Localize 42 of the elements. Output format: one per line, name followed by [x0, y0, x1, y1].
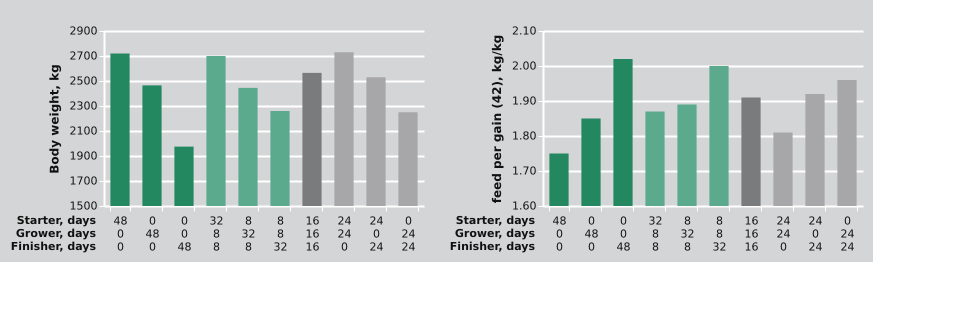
y-tick-label: 1500: [70, 200, 98, 212]
x-tick-label: 48 0 0: [552, 214, 566, 254]
x-tick-label: 24 24 0: [338, 214, 352, 254]
x-tick-label: 0 24 24: [840, 214, 854, 254]
x-tick-label: 8 32 8: [680, 214, 694, 254]
text: Grower, days: [16, 227, 96, 240]
x-tick-label: 24 0 24: [808, 214, 822, 254]
x-tick-label: 24 24 0: [776, 214, 790, 254]
text: Starter, days: [16, 214, 96, 227]
y-tick-label: 1.80: [512, 130, 536, 142]
y-tick-label: 1900: [70, 150, 98, 162]
x-tick-label: 48 0 0: [114, 214, 128, 254]
text: Finisher, days: [10, 240, 96, 253]
y-axis-title: feed per gain (42), kg/kg: [490, 34, 504, 204]
y-tick-label: 2500: [70, 74, 98, 88]
x-tick-label: 8 8 32: [712, 214, 726, 254]
text: Grower, days: [454, 227, 536, 240]
x-tick-label: 8 8 32: [274, 214, 288, 254]
x-tick-label: 16 16 16: [306, 214, 320, 254]
y-tick-label: 2100: [70, 124, 98, 138]
x-tick-label: 8 32 8: [242, 214, 256, 254]
y-tick-label: 1700: [70, 174, 98, 188]
x-tick-label: 0 0 48: [178, 214, 192, 254]
x-tick-label: 16 16 16: [744, 214, 758, 254]
x-tick-label: 24 0 24: [370, 214, 384, 254]
y-tick-label: 1.90: [512, 94, 536, 108]
y-axis-title: Body weight, kg: [48, 64, 62, 174]
x-tick-label: 32 8 8: [210, 214, 224, 254]
x-tick-label: 32 8 8: [648, 214, 662, 254]
x-tick-label: 0 24 24: [402, 214, 416, 254]
y-tick-label: 2300: [70, 100, 98, 112]
x-tick-label: 0 0 48: [616, 214, 630, 254]
y-tick-label: 1.70: [512, 164, 536, 178]
text: Finisher, days: [450, 240, 536, 253]
y-tick-label: 2900: [70, 24, 98, 38]
x-tick-label: 0 48 0: [584, 214, 598, 254]
x-tick-label: 0 48 0: [146, 214, 160, 254]
y-tick-label: 2.00: [512, 60, 536, 72]
y-tick-label: 2.10: [512, 24, 536, 38]
y-tick-label: 2700: [70, 50, 98, 62]
text: Starter, days: [456, 214, 536, 227]
y-tick-label: 1.60: [512, 200, 536, 212]
